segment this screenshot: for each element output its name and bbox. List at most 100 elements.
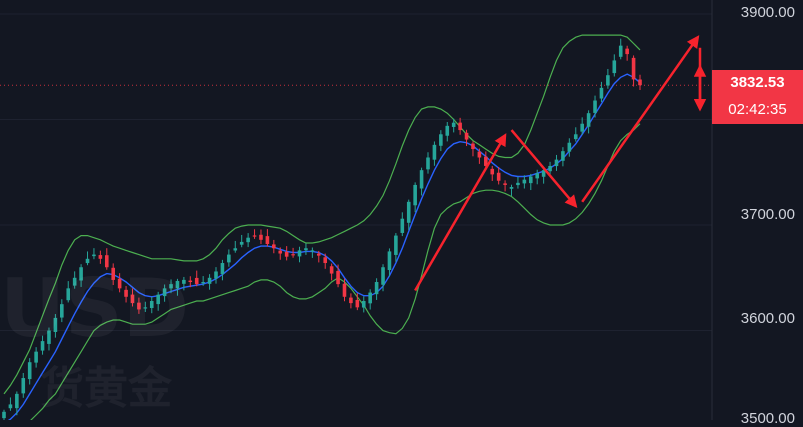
candle-body [618,45,623,57]
watermark-text: 货黄金 [40,363,172,414]
candle-body [72,277,77,286]
candle-body [227,254,231,263]
y-tick-label: 3700.00 [740,206,795,223]
candle-body [516,182,520,186]
candle-body [98,255,103,259]
candle-body [310,250,315,252]
candle-body [445,125,450,136]
candle-body [104,255,109,268]
candle-body [8,404,13,409]
candle-body [66,288,71,301]
candle-body [342,283,347,297]
bollinger-lower-band [30,123,641,420]
candle-body [586,113,591,127]
candle-body [509,187,514,189]
candle-body [284,251,289,257]
candle-body [316,253,321,256]
candle-body [606,75,610,86]
candle-body [201,282,205,284]
candle-body [188,280,193,283]
moving-average-line [7,73,641,420]
candle-body [612,60,617,74]
candle-body [573,134,578,140]
candle-body [137,302,141,310]
candle-body [194,277,199,285]
candle-body [567,142,572,152]
trend-arrow [414,133,507,292]
candle-body [21,378,26,394]
candle-body [130,294,135,304]
candle-body [124,289,128,297]
candle-body [599,87,604,99]
candle-body [548,165,552,172]
candle-body [246,237,250,243]
candle-body [349,297,353,304]
candle-body [175,280,180,289]
candle-body [15,393,19,409]
candle-body [220,263,225,274]
candle-body [111,267,116,280]
trend-arrow [510,129,578,208]
candle-body [207,277,212,284]
y-tick-label: 3500.00 [740,410,795,427]
candle-body [490,168,495,175]
candle-body [471,143,475,150]
candle-body [464,132,469,140]
candle-body [419,170,424,189]
candle-body [182,279,186,284]
candle-body [477,151,482,158]
candle-body [162,288,167,297]
candle-body [406,201,411,223]
candle-body [252,235,257,237]
candle-body [522,179,527,184]
candle-body [451,122,456,127]
candle-body [561,151,565,161]
candle-body [458,122,462,131]
candle-body [149,301,154,309]
candle-body [2,411,6,419]
candle-body [413,184,417,206]
candle-body [239,241,244,245]
candle-body [233,248,238,251]
countdown-timer: 02:42:35 [712,96,803,124]
candle-body [34,351,38,363]
candle-body [631,57,636,80]
candle-body [593,100,597,113]
candle-body [496,172,501,181]
candle-body [374,282,379,295]
candle-body [60,304,64,318]
candle-body [40,341,45,351]
candle-body [79,267,83,281]
candle-body [278,250,283,254]
candle-body [528,176,533,184]
candle-body [625,48,629,55]
candle-body [381,267,385,285]
candle-body [53,317,58,332]
trend-arrow [581,35,700,203]
candle-body [272,244,276,249]
candle-body [426,157,430,170]
candle-body [394,235,398,255]
candle-body [336,270,340,285]
candle-body [387,251,392,271]
candle-body [368,292,372,304]
candle-body [259,234,263,240]
candle-body [143,307,148,309]
candle-body [329,266,334,274]
candle-body [554,159,559,167]
current-price-tag: 3832.53 [712,70,803,96]
bollinger-upper-band [3,34,641,395]
candle-body [503,183,507,185]
candle-body [580,123,584,132]
candle-body [361,301,366,308]
candle-body [432,144,437,160]
candle-body [638,79,642,86]
candle-body [265,236,270,245]
candle-body [47,330,51,344]
watermark-logo: USD [0,262,189,355]
candle-body [27,362,32,380]
y-tick-label: 3900.00 [740,4,795,21]
candle-body [169,284,173,289]
candle-body [291,254,295,256]
